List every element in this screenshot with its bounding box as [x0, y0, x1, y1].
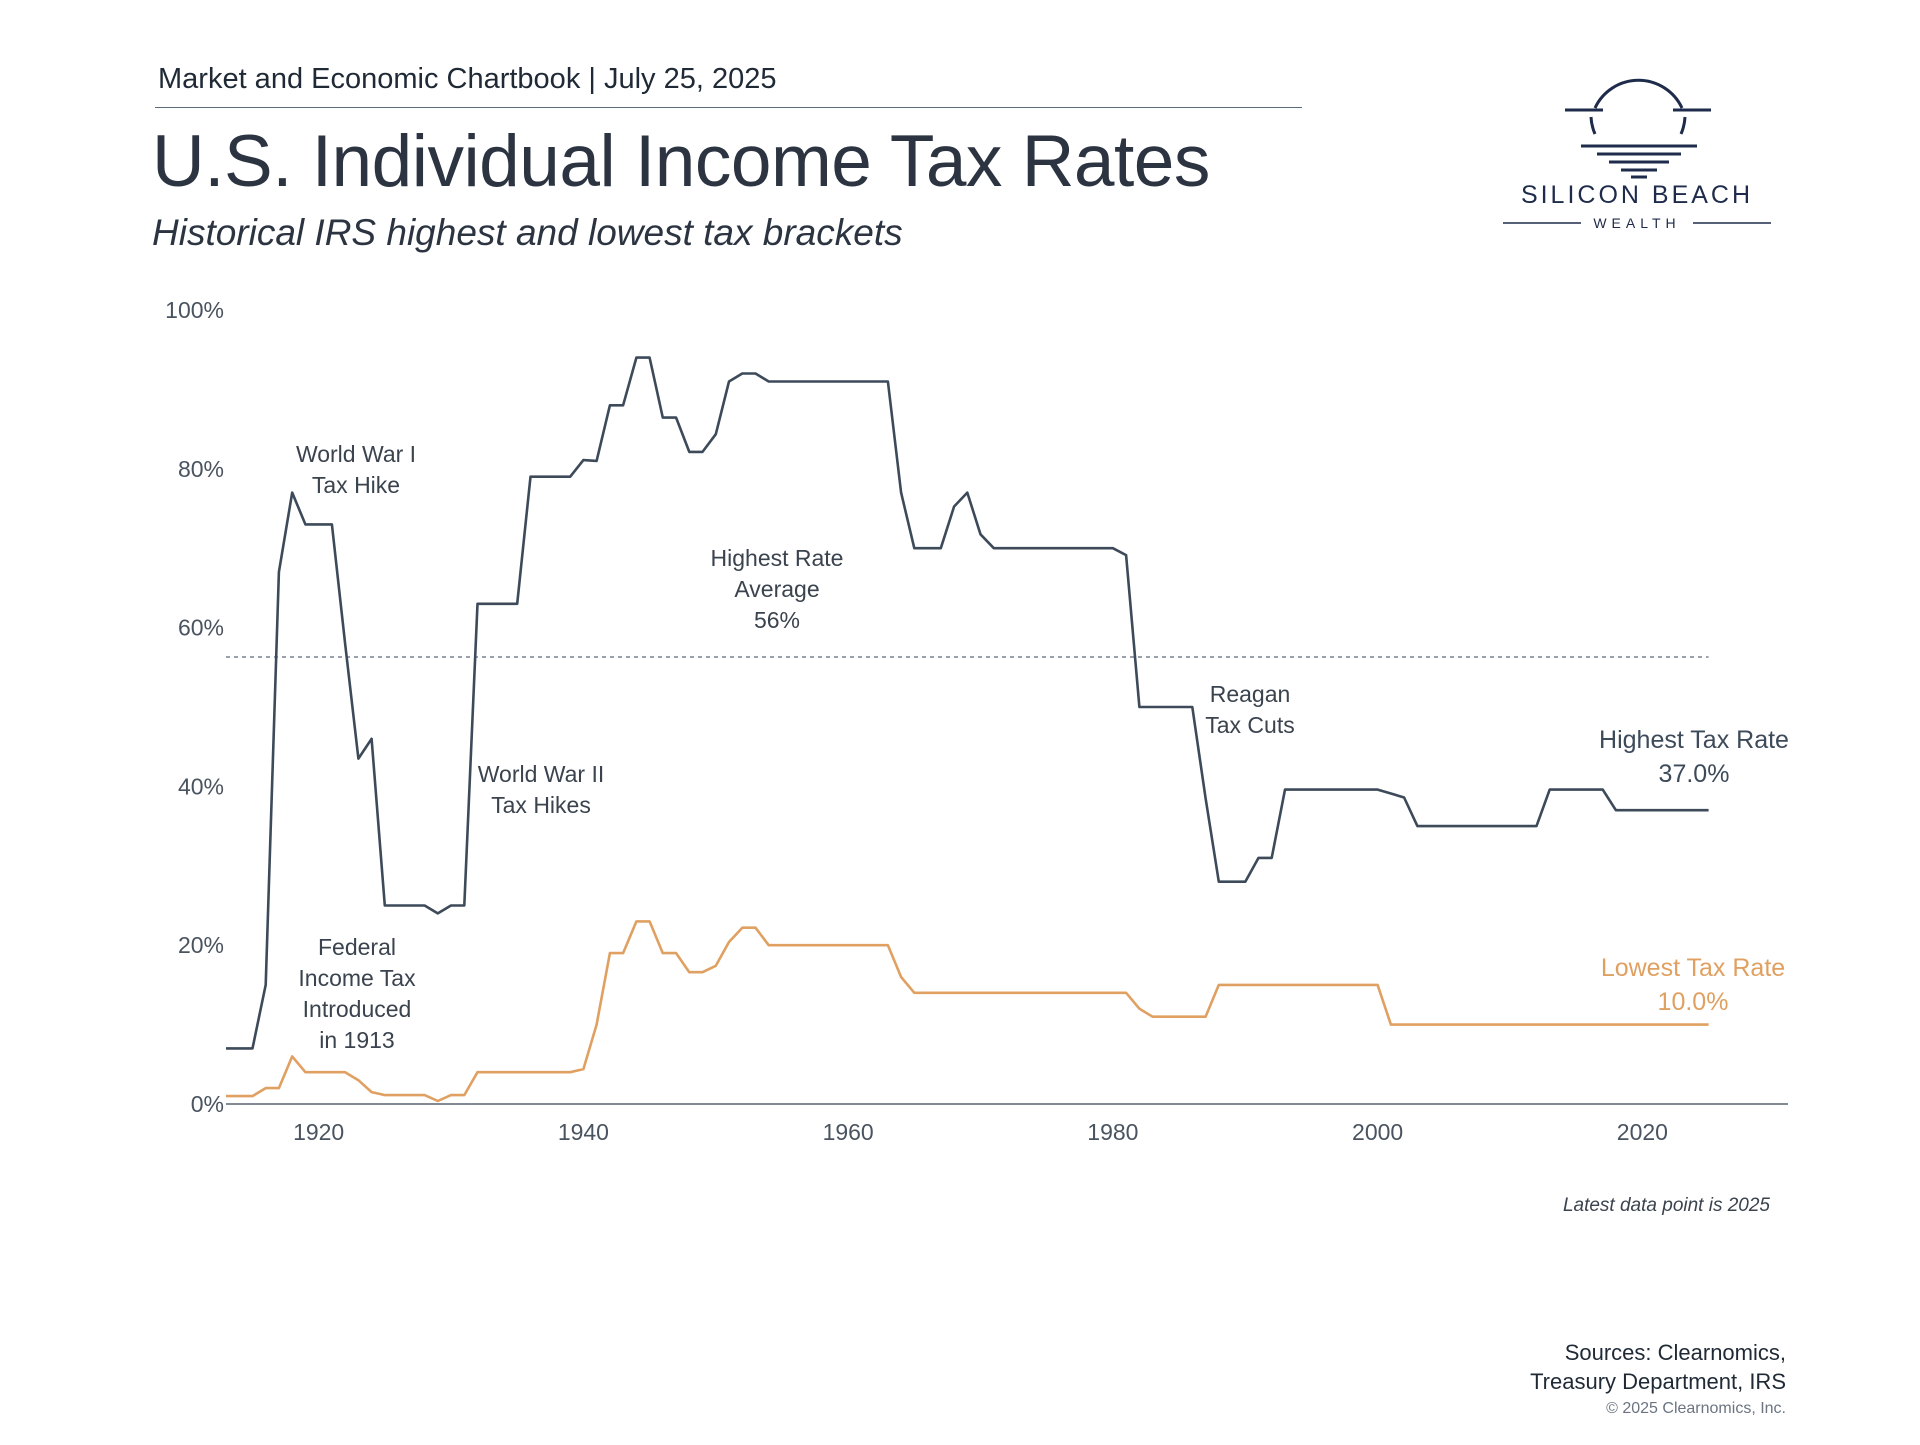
logo-name-line1: SILICON BEACH: [1521, 181, 1753, 209]
lowest-rate-line: [226, 920, 1709, 1103]
annotation-reagan: Reagan Tax Cuts: [1205, 681, 1294, 738]
page-title: U.S. Individual Income Tax Rates: [152, 121, 1210, 202]
annotation-ww1: World War I Tax Hike: [296, 441, 416, 498]
latest-data-note: Latest data point is 2025: [1562, 1195, 1770, 1216]
annotation-ww2: World War II Tax Hikes: [478, 761, 605, 818]
annotations: World War I Tax Hike World War II Tax Hikes…: [296, 441, 1789, 1053]
copyright: © 2025 Clearnomics, Inc.: [1606, 1400, 1786, 1417]
lowest-tax-rate-label: Lowest Tax Rate 10.0%: [1601, 954, 1785, 1016]
silicon-beach-wealth-logo: SILICON BEACH WEALTH: [1485, 70, 1785, 235]
annotation-reagan-line: Tax Cuts: [1205, 712, 1294, 738]
annotation-average-line: 56%: [754, 607, 800, 633]
annotation-federal-income-tax: Federal Income Tax Introduced in 1913: [298, 934, 416, 1053]
x-tick-label: 1920: [293, 1119, 344, 1145]
y-tick-label: 0%: [191, 1091, 224, 1117]
x-tick-label: 1940: [558, 1119, 609, 1145]
annotation-federal-income-tax-line: in 1913: [319, 1027, 394, 1053]
series-layer: [226, 356, 1709, 1103]
x-tick-label: 2020: [1617, 1119, 1668, 1145]
x-tick-label: 1980: [1087, 1119, 1138, 1145]
annotation-ww2-line: World War II: [478, 761, 605, 787]
annotation-federal-income-tax-line: Income Tax: [298, 965, 416, 991]
annotation-ww1-line: World War I: [296, 441, 416, 467]
annotation-reagan-line: Reagan: [1210, 681, 1291, 707]
sources-line-1: Sources: Clearnomics,: [1564, 1340, 1786, 1365]
x-tick-label: 1960: [823, 1119, 874, 1145]
sunset-logo-icon: SILICON BEACH WEALTH: [1503, 78, 1771, 231]
annotation-average: Highest Rate Average 56%: [711, 545, 844, 633]
annotation-federal-income-tax-line: Introduced: [303, 996, 412, 1022]
sources-line-2: Treasury Department, IRS: [1530, 1369, 1786, 1394]
highest-rate-line: [226, 356, 1709, 1050]
annotation-average-line: Average: [734, 576, 819, 602]
y-tick-label: 60%: [178, 615, 224, 641]
y-axis-labels: 0% 20% 40% 60% 80% 100%: [165, 297, 224, 1117]
y-tick-label: 40%: [178, 773, 224, 799]
highest-tax-rate-label: Highest Tax Rate 37.0%: [1599, 726, 1789, 788]
logo-name-line2: WEALTH: [1593, 215, 1680, 231]
annotation-average-line: Highest Rate: [711, 545, 844, 571]
y-tick-label: 100%: [165, 297, 224, 323]
page-subtitle: Historical IRS highest and lowest tax br…: [152, 212, 903, 253]
lowest-tax-rate-label-line: 10.0%: [1658, 988, 1729, 1016]
lowest-tax-rate-label-line: Lowest Tax Rate: [1601, 954, 1785, 982]
y-tick-label: 80%: [178, 456, 224, 482]
sources: Sources: Clearnomics, Treasury Departmen…: [1530, 1338, 1786, 1396]
annotation-ww1-line: Tax Hike: [312, 472, 400, 498]
header-divider: [155, 107, 1302, 108]
highest-tax-rate-label-line: Highest Tax Rate: [1599, 726, 1789, 754]
annotation-federal-income-tax-line: Federal: [318, 934, 396, 960]
annotation-ww2-line: Tax Hikes: [491, 792, 591, 818]
highest-tax-rate-label-line: 37.0%: [1659, 760, 1730, 788]
chartbook-header: Market and Economic Chartbook | July 25,…: [158, 63, 777, 95]
x-tick-label: 2000: [1352, 1119, 1403, 1145]
x-axis: 1920 1940 1960 1980 2000 2020: [226, 1103, 1788, 1145]
y-tick-label: 20%: [178, 932, 224, 958]
